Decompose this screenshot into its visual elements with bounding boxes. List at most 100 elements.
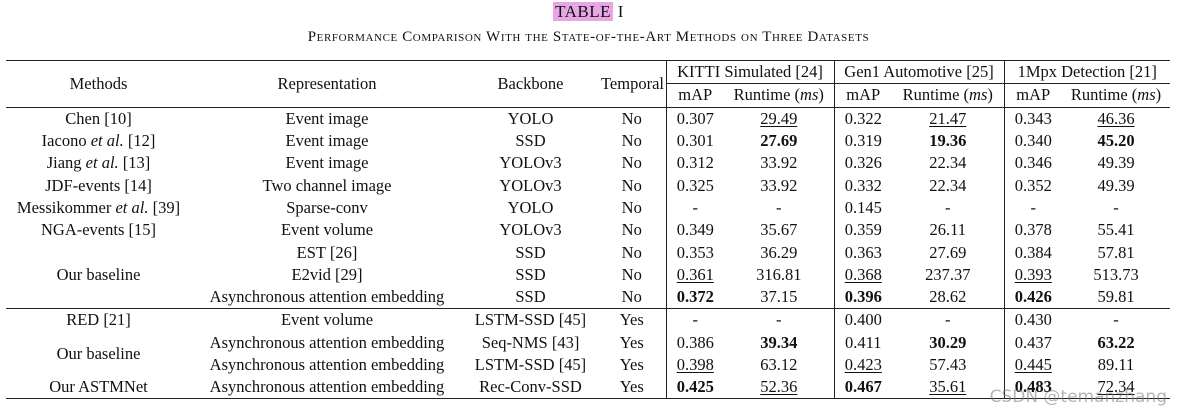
runtime-cell: 513.73 (1093, 264, 1139, 284)
runtime-cell: 57.43 (929, 355, 967, 374)
map-cell: 0.307 (665, 107, 724, 130)
backbone-cell: LSTM-SSD [45] (474, 355, 587, 374)
map-cell: 0.467 (833, 376, 892, 400)
temporal-cell: Yes (619, 332, 644, 352)
backbone-cell: YOLOv3 (499, 220, 562, 240)
header-map: mAP (833, 83, 892, 108)
backbone-cell: SSD (515, 287, 546, 307)
map-cell: 0.359 (833, 219, 892, 242)
representation-cell: Event volume (191, 308, 463, 332)
header-dataset-gen1: Gen1 Automotive [25] (833, 59, 1004, 85)
map-cell: 0.343 (1003, 107, 1062, 130)
runtime-cell: - (1113, 197, 1119, 217)
temporal-cell: Yes (619, 355, 644, 374)
runtime-cell: 72.34 (1062, 376, 1170, 400)
header-representation: Representation (191, 60, 463, 108)
runtime-cell: 19.36 (929, 131, 967, 151)
representation-cell: Event image (285, 131, 369, 151)
table-label: TABLE I (0, 2, 1177, 22)
runtime-cell: 59.81 (1097, 287, 1135, 307)
map-cell: 0.425 (665, 376, 724, 400)
map-cell: 0.393 (1003, 263, 1062, 286)
representation-cell: Event image (285, 108, 369, 128)
representation-cell: Asynchronous attention embedding (209, 355, 445, 374)
runtime-cell: 28.62 (929, 287, 967, 307)
table-row: Our baseline EST [26] SSD No 0.353 36.29 0.363… (6, 241, 1170, 284)
method-cell: JDF-events [14] (45, 175, 152, 195)
method-cell: Iacono et al. [12] (41, 131, 156, 151)
runtime-cell: 26.11 (929, 220, 966, 240)
table-row: NGA-events [15] Event volume YOLOv3 No 0.349… (6, 219, 1170, 242)
map-cell: 0.400 (833, 308, 892, 332)
runtime-cell: 57.81 (1097, 242, 1135, 262)
map-cell: - (1003, 196, 1062, 220)
method-cell: NGA-events [15] (40, 220, 156, 240)
map-cell: 0.368 (833, 263, 892, 286)
runtime-cell: 37.15 (760, 287, 798, 307)
table-row: Asynchronous attention embedding SSD No 0.3… (6, 285, 1170, 309)
map-cell: 0.363 (833, 241, 892, 264)
representation-cell: Event image (285, 153, 369, 173)
representation-cell: Event volume (280, 220, 374, 240)
header-runtime: Runtime (ms) (1062, 83, 1170, 108)
map-cell: 0.326 (833, 152, 892, 175)
header-map: mAP (1003, 83, 1062, 108)
runtime-cell: 36.29 (760, 242, 798, 262)
backbone-cell: SSD (515, 264, 546, 284)
map-cell: 0.426 (1003, 285, 1062, 309)
representation-cell: Asynchronous attention embedding (209, 332, 445, 352)
table-number: I (617, 2, 624, 21)
runtime-cell: 35.67 (760, 220, 798, 240)
header-runtime: Runtime (ms) (724, 83, 834, 108)
table-row: RED [21] Event volume LSTM-SSD [45] Yes - -0.… (6, 308, 1170, 332)
runtime-cell: 27.69 (760, 131, 798, 151)
runtime-cell: 49.39 (1097, 153, 1135, 173)
representation-cell: Asynchronous attention embedding (209, 287, 445, 307)
map-cell: 0.349 (665, 219, 724, 242)
map-cell: 0.378 (1003, 219, 1062, 242)
backbone-cell: LSTM-SSD [45] (463, 308, 598, 332)
table-label-word: TABLE (553, 2, 613, 21)
method-cell: Our baseline (56, 343, 141, 363)
backbone-cell: SSD (515, 242, 546, 262)
runtime-cell: 21.47 (929, 108, 967, 128)
header-dataset-1mpx: 1Mpx Detection [21] (1003, 59, 1170, 85)
map-cell: 0.372 (665, 285, 724, 309)
runtime-cell: 30.29 (929, 332, 967, 352)
temporal-cell: No (621, 242, 642, 262)
runtime-cell: - (1062, 308, 1170, 332)
map-cell: 0.332 (833, 174, 892, 197)
table-title: Performance Comparison With the State-of… (307, 29, 870, 45)
map-cell: 0.483 (1003, 376, 1062, 400)
backbone-cell: Rec-Conv-SSD (463, 376, 598, 400)
runtime-cell: - (892, 308, 1004, 332)
runtime-cell: 316.81 (756, 264, 802, 284)
map-cell: 0.145 (833, 196, 892, 220)
runtime-cell: 63.12 (760, 355, 798, 374)
runtime-cell: 52.36 (724, 376, 834, 400)
table-row: Jiang et al. [13] Event image YOLOv3 No 0.31… (6, 152, 1170, 175)
representation-cell: Sparse-conv (286, 197, 368, 217)
method-cell: Jiang et al. [13] (46, 153, 151, 173)
runtime-cell: - (776, 197, 782, 217)
table-row: JDF-events [14] Two channel image YOLOv3 No… (6, 174, 1170, 197)
header-dataset-kitti: KITTI Simulated [24] (665, 59, 834, 85)
map-cell: 0.301 (665, 129, 724, 153)
map-cell: 0.353 (665, 241, 724, 264)
backbone-cell: YOLO (507, 108, 554, 128)
header-map: mAP (665, 83, 724, 108)
table-row: Asynchronous attention embedding LSTM-SSD… (6, 353, 1170, 377)
backbone-cell: Seq-NMS [43] (481, 332, 580, 352)
runtime-cell: 89.11 (1097, 355, 1135, 374)
runtime-cell: - (724, 308, 834, 332)
runtime-cell: 33.92 (760, 153, 798, 173)
temporal-cell: No (621, 108, 642, 128)
runtime-cell: 63.22 (1097, 332, 1135, 352)
temporal-cell: No (621, 197, 642, 217)
table-row: Chen [10] Event image YOLO No 0.307 29.49 0.32… (6, 107, 1170, 130)
map-cell: 0.340 (1003, 129, 1062, 153)
representation-cell: Asynchronous attention embedding (191, 376, 463, 400)
table-row: Our baseline Asynchronous attention embed… (6, 331, 1170, 363)
backbone-cell: YOLOv3 (499, 175, 562, 195)
runtime-cell: 35.61 (892, 376, 1004, 400)
